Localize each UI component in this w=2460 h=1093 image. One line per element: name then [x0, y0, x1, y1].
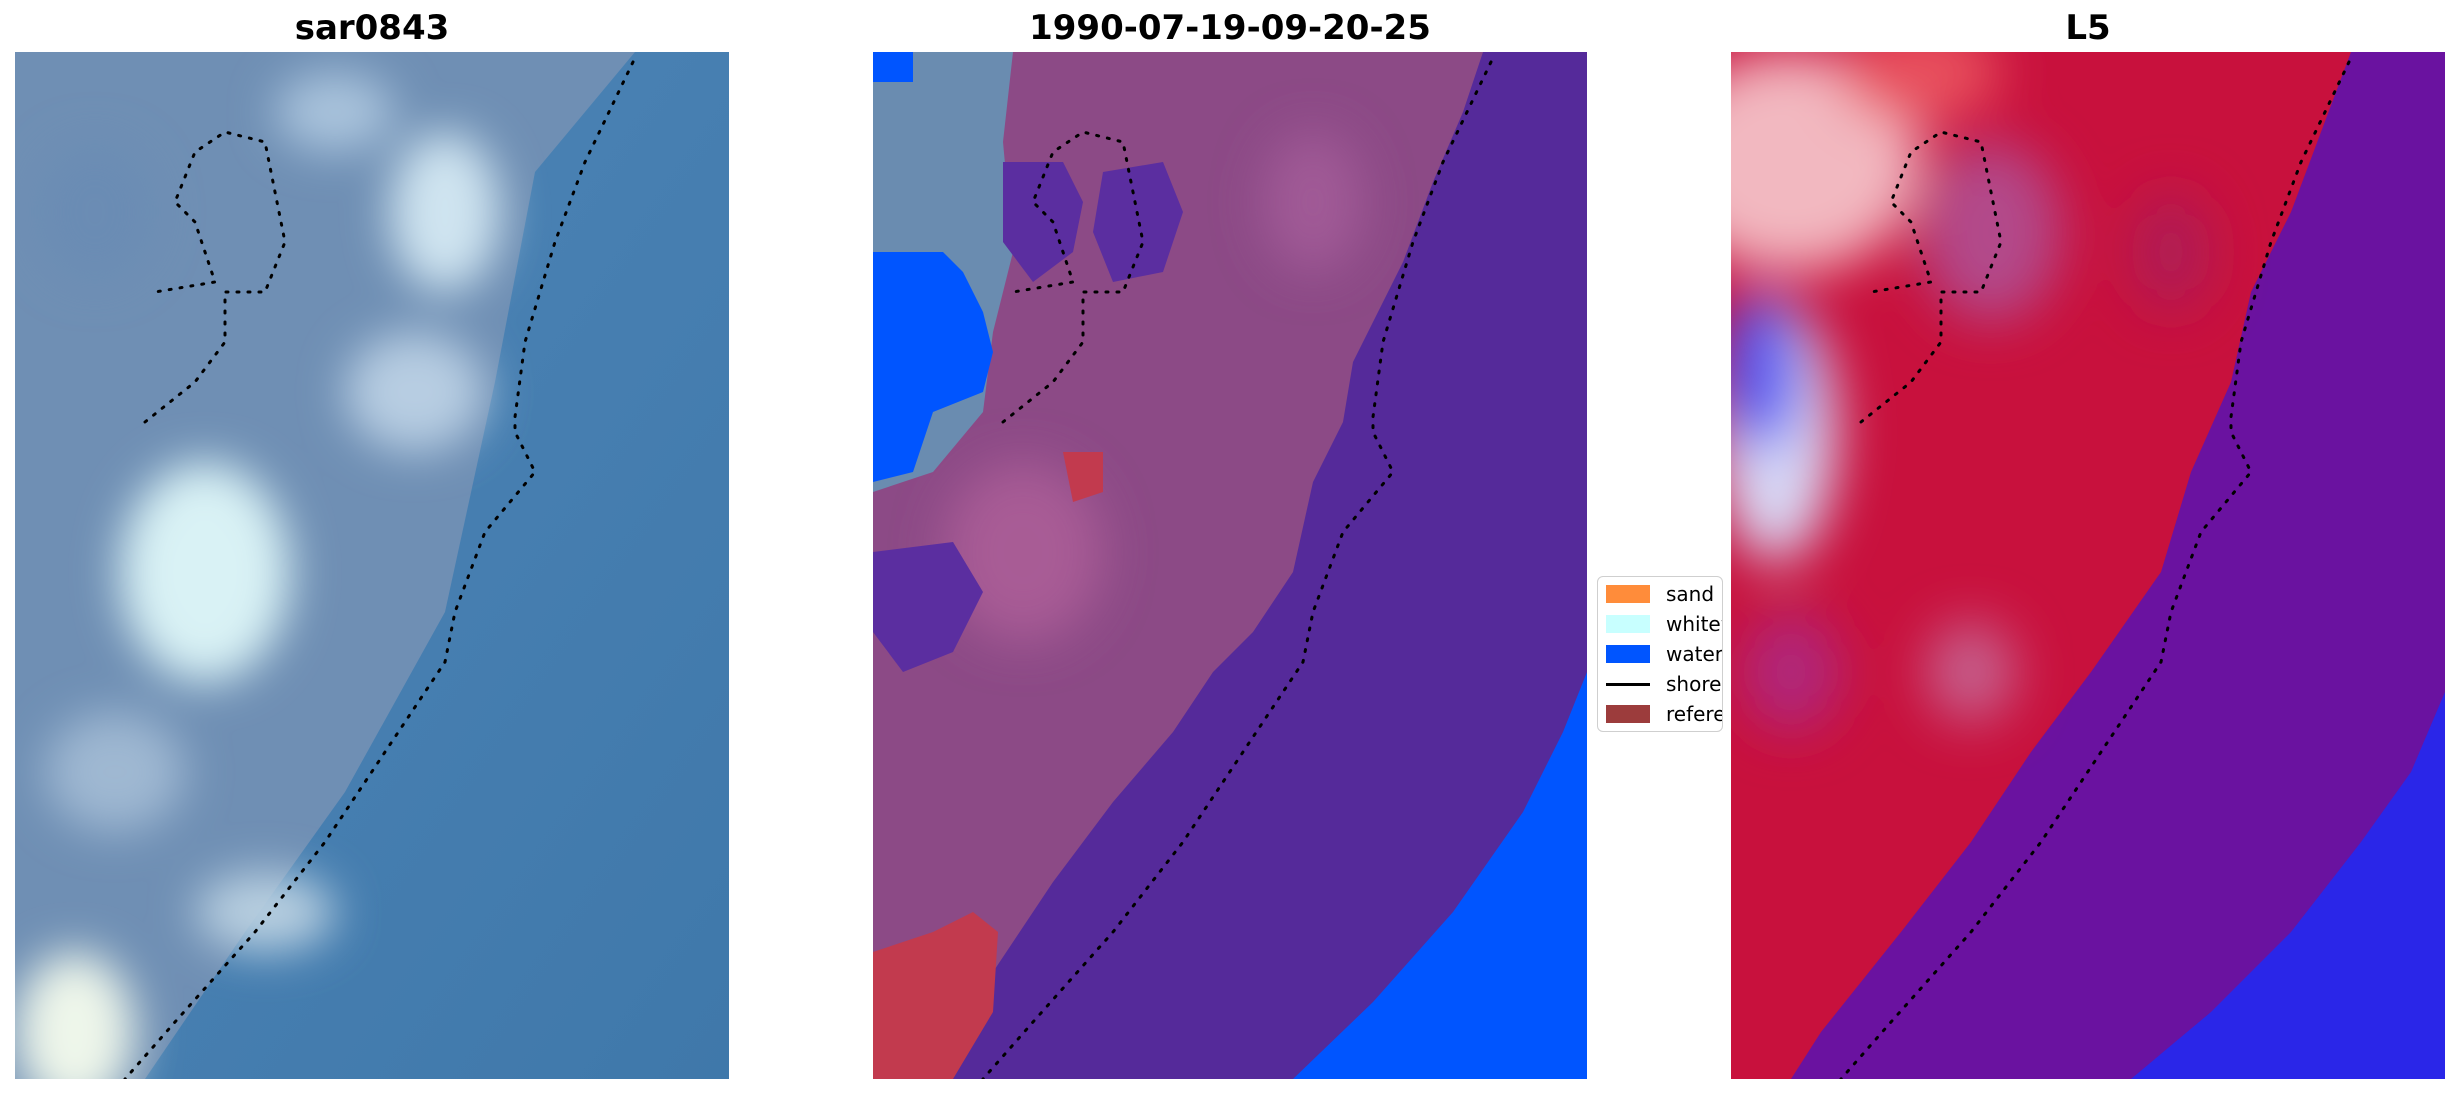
water-swatch — [1606, 645, 1650, 663]
panel-title-probability: L5 — [2065, 8, 2111, 48]
whitewater-swatch — [1606, 615, 1650, 633]
reference-swatch — [1606, 705, 1650, 723]
shoreline-overlay — [123, 60, 635, 1079]
land-class-area — [873, 52, 1483, 1079]
shoreline-overlay — [981, 60, 1493, 1079]
legend-item-shoreline: shoreline — [1606, 671, 1722, 697]
sand-class-spot — [1063, 452, 1103, 502]
satellite-image-panel — [15, 52, 729, 1079]
satellite-image — [15, 52, 729, 1079]
water-class-sea — [1293, 672, 1587, 1079]
panel-title-rgb: sar0843 — [294, 8, 450, 48]
probability-water-area — [2131, 692, 2445, 1079]
cloud-patches — [15, 72, 500, 1079]
legend-item-water: water — [1606, 641, 1723, 667]
classification-panel — [873, 52, 1587, 1079]
probability-panel — [1731, 52, 2445, 1079]
legend-label: reference — [1666, 702, 1722, 726]
legend-item-sand: sand — [1606, 581, 1714, 607]
panel-title-classification: 1990-07-19-09-20-25 — [1029, 8, 1431, 48]
shoreline-overlay — [1839, 60, 2351, 1079]
shoreline-line-swatch — [1606, 682, 1650, 686]
sand-class-area — [873, 912, 998, 1079]
water-class-inland — [873, 252, 993, 482]
legend-item-reference: reference — [1606, 701, 1722, 727]
land-area — [15, 52, 635, 1079]
legend-label: shoreline — [1666, 672, 1722, 696]
sand-swatch — [1606, 585, 1650, 603]
legend-label: water — [1666, 642, 1723, 666]
legend-label: sand — [1666, 582, 1715, 606]
probability-land-area — [1731, 52, 2351, 1079]
probability-map — [1731, 52, 2445, 1079]
classification-map — [873, 52, 1587, 1079]
